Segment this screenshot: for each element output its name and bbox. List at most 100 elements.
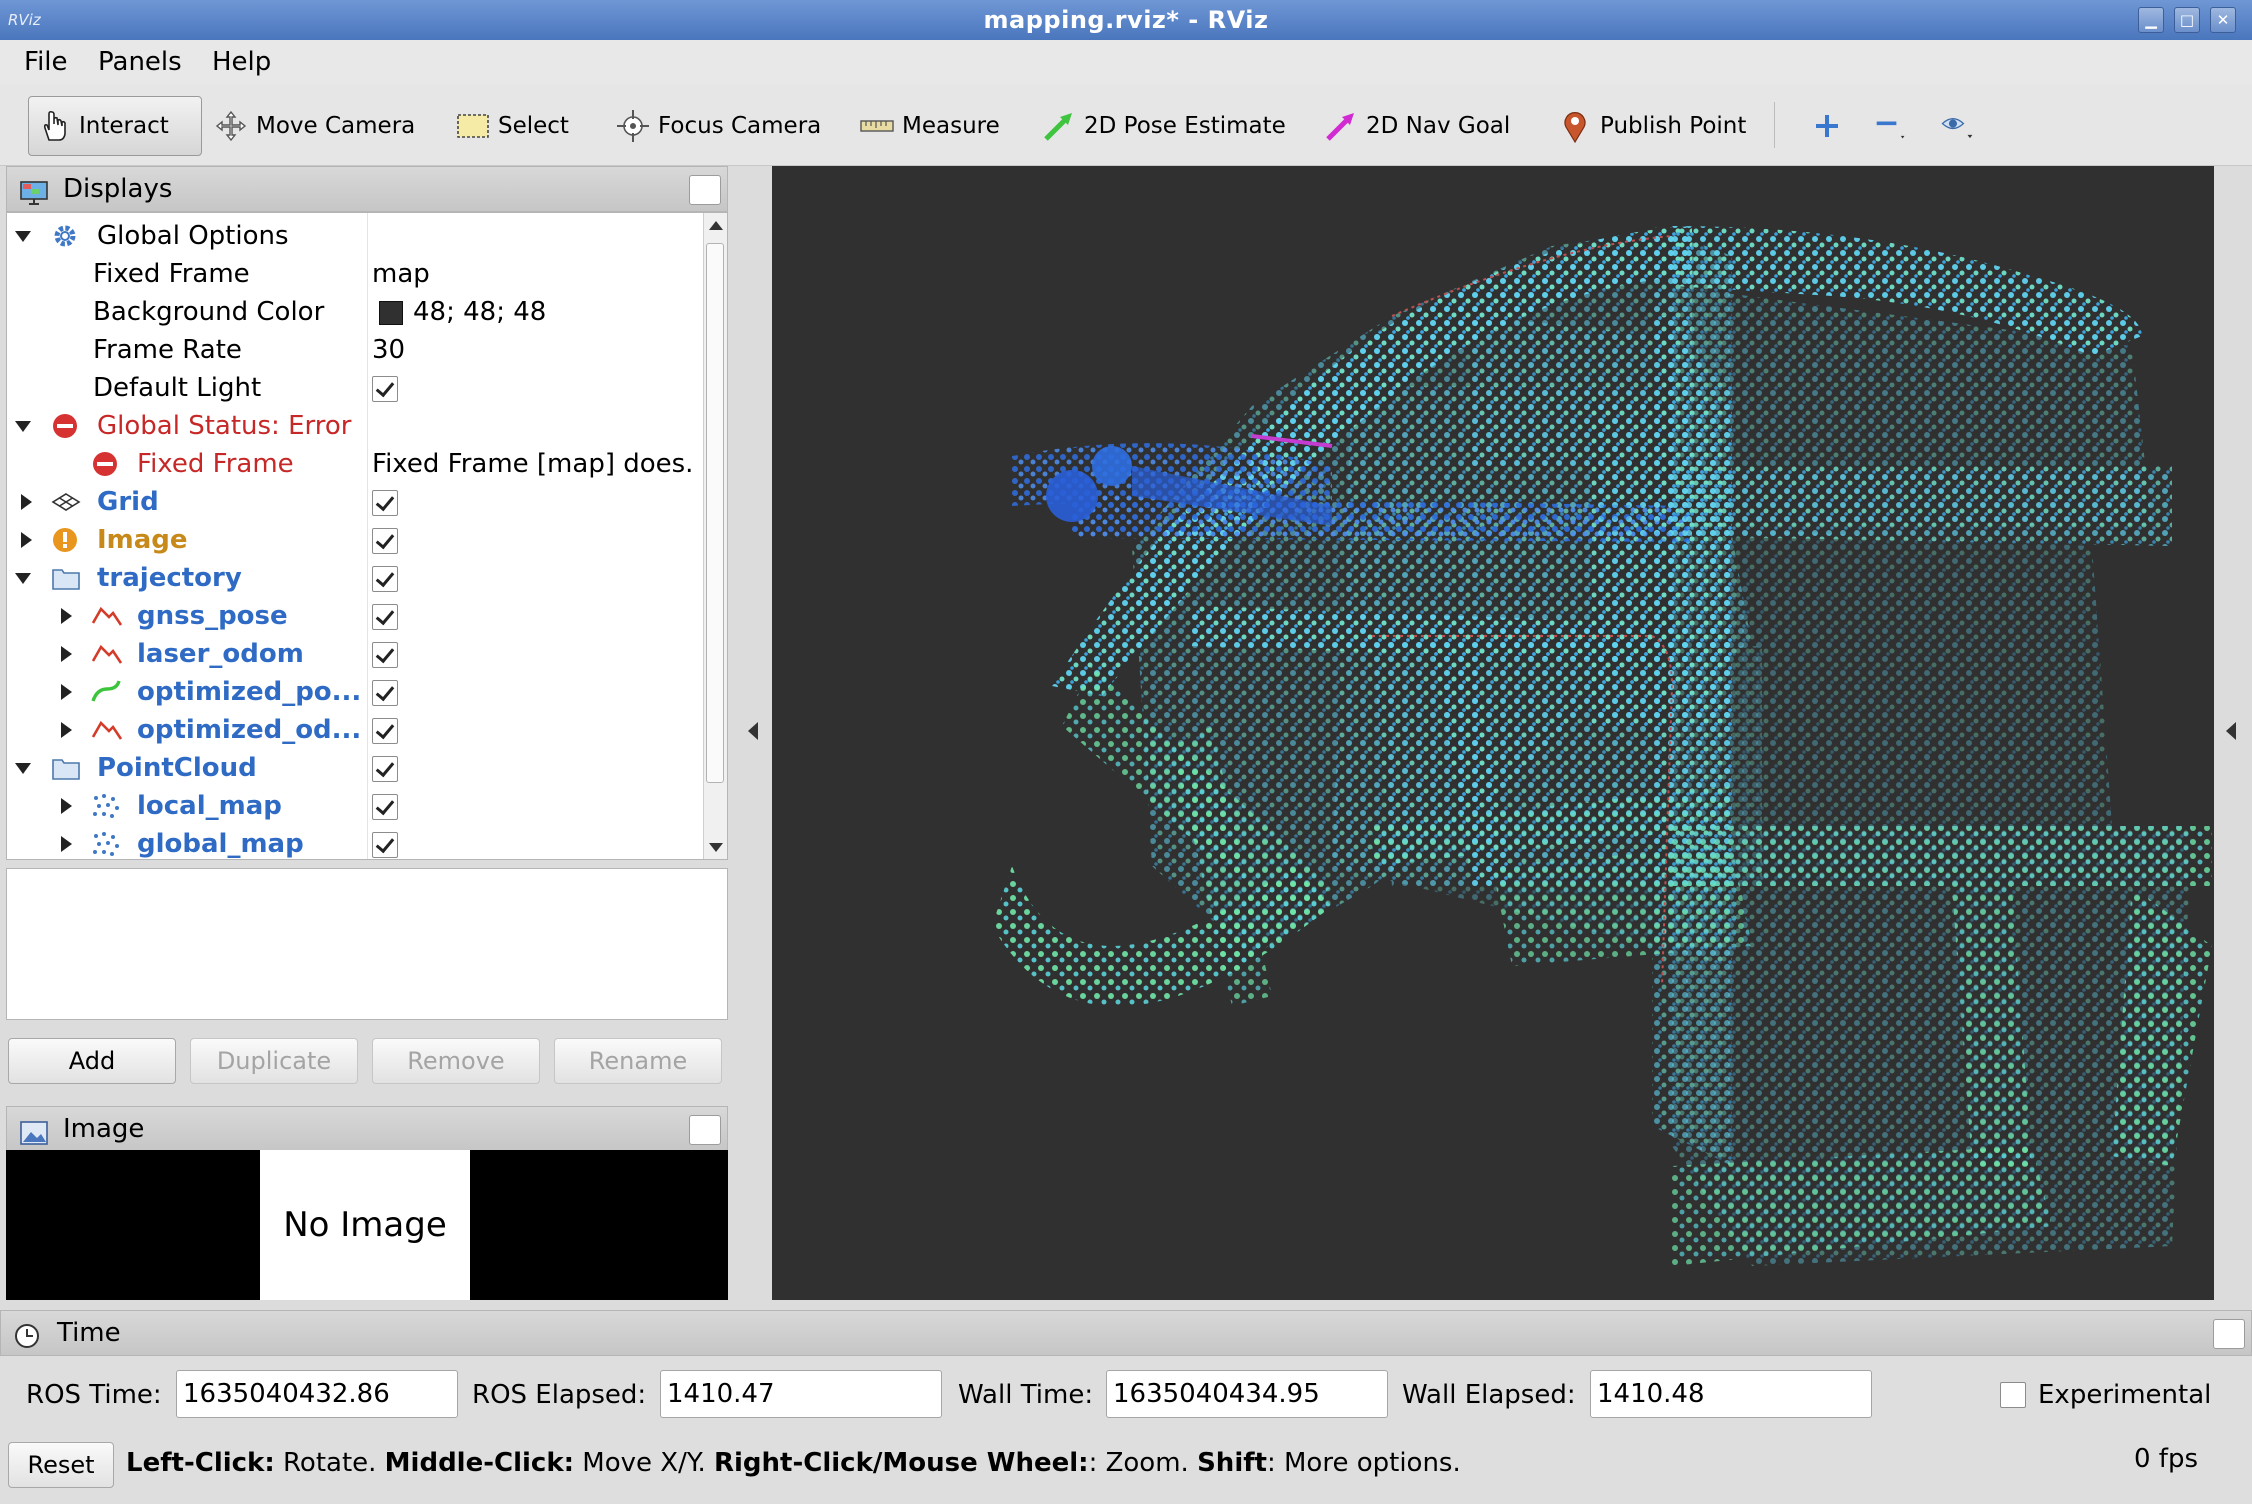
collapse-arrow-icon[interactable]: [61, 646, 72, 662]
tree-row-global-map[interactable]: global_map: [7, 825, 702, 859]
collapse-arrow-icon[interactable]: [61, 798, 72, 814]
grid-checkbox[interactable]: [372, 490, 398, 516]
tool-label: 2D Nav Goal: [1366, 113, 1511, 139]
tree-row-fixed-frame-error[interactable]: Fixed Frame Fixed Frame [map] does.: [7, 445, 702, 483]
maximize-button[interactable]: □: [2174, 7, 2200, 33]
tool-measure[interactable]: Measure: [852, 96, 1008, 156]
collapse-arrow-icon[interactable]: [61, 836, 72, 852]
color-swatch[interactable]: [379, 301, 403, 325]
tree-row-frame-rate[interactable]: Frame Rate 30: [7, 331, 702, 369]
tree-row-pointcloud[interactable]: PointCloud: [7, 749, 702, 787]
expand-arrow-icon[interactable]: [15, 231, 31, 242]
tool-move-camera[interactable]: Move Camera: [206, 96, 423, 156]
collapse-left-panel-icon[interactable]: [748, 722, 758, 740]
scrollbar-thumb[interactable]: [706, 243, 724, 783]
path-icon: [91, 602, 123, 630]
tree-row-gnss-pose[interactable]: gnss_pose: [7, 597, 702, 635]
collapse-right-panel-icon[interactable]: [2226, 722, 2236, 740]
tree-row-optimized-odom[interactable]: optimized_od...: [7, 711, 702, 749]
gnss-pose-checkbox[interactable]: [372, 604, 398, 630]
expand-arrow-icon[interactable]: [15, 763, 31, 774]
tree-row-local-map[interactable]: local_map: [7, 787, 702, 825]
remove-button[interactable]: Remove: [372, 1038, 540, 1084]
collapse-arrow-icon[interactable]: [61, 608, 72, 624]
expand-arrow-icon[interactable]: [15, 421, 31, 432]
default-light-checkbox[interactable]: [372, 376, 398, 402]
status-desc: Move X/Y.: [574, 1448, 714, 1478]
tool-interact[interactable]: Interact: [28, 96, 202, 156]
status-desc: : Zoom.: [1088, 1448, 1198, 1478]
status-key: Right-Click/Mouse Wheel:: [714, 1448, 1089, 1478]
collapse-arrow-icon[interactable]: [21, 532, 32, 548]
tool-label: Select: [498, 113, 569, 139]
fixed-frame-value[interactable]: map: [372, 259, 430, 289]
remove-tool-button[interactable]: [1866, 96, 1916, 156]
laser-odom-checkbox[interactable]: [372, 642, 398, 668]
image-checkbox[interactable]: [372, 528, 398, 554]
global-map-checkbox[interactable]: [372, 832, 398, 858]
rename-button[interactable]: Rename: [554, 1038, 722, 1084]
expand-arrow-icon[interactable]: [15, 573, 31, 584]
wall-elapsed-field[interactable]: 1410.48: [1590, 1370, 1872, 1418]
reset-button[interactable]: Reset: [8, 1442, 114, 1488]
ros-elapsed-label: ROS Elapsed:: [472, 1380, 647, 1410]
tool-2d-nav-goal[interactable]: 2D Nav Goal: [1316, 96, 1518, 156]
image-undock-button[interactable]: [689, 1115, 721, 1145]
view-options-button[interactable]: [1932, 96, 1982, 156]
scroll-up-icon[interactable]: [709, 221, 723, 230]
tree-row-global-options[interactable]: Global Options: [7, 217, 702, 255]
tree-row-global-status[interactable]: Global Status: Error: [7, 407, 702, 445]
tree-row-name: Frame Rate: [93, 335, 242, 365]
menu-help[interactable]: Help: [212, 47, 272, 77]
time-undock-button[interactable]: [2213, 1319, 2245, 1349]
tree-row-trajectory[interactable]: trajectory: [7, 559, 702, 597]
close-button[interactable]: ✕: [2210, 7, 2236, 33]
displays-scrollbar[interactable]: [703, 213, 727, 859]
background-color-value[interactable]: 48; 48; 48: [413, 297, 547, 327]
3d-render-view[interactable]: [772, 166, 2214, 1300]
tree-row-image[interactable]: Image: [7, 521, 702, 559]
green-arrow-icon: [1042, 109, 1076, 143]
time-panel: ROS Time: 1635040432.86 ROS Elapsed: 141…: [0, 1356, 2252, 1504]
displays-undock-button[interactable]: [689, 175, 721, 205]
trajectory-checkbox[interactable]: [372, 566, 398, 592]
menu-file[interactable]: File: [24, 47, 68, 77]
duplicate-button[interactable]: Duplicate: [190, 1038, 358, 1084]
wall-time-field[interactable]: 1635040434.95: [1106, 1370, 1388, 1418]
scroll-down-icon[interactable]: [709, 843, 723, 852]
menu-panels[interactable]: Panels: [98, 47, 182, 77]
collapse-arrow-icon[interactable]: [61, 684, 72, 700]
property-description-box: [6, 868, 728, 1020]
wall-time-label: Wall Time:: [958, 1380, 1094, 1410]
collapse-arrow-icon[interactable]: [61, 722, 72, 738]
tree-row-background-color[interactable]: Background Color 48; 48; 48: [7, 293, 702, 331]
tool-select[interactable]: Select: [448, 96, 577, 156]
title-bar: RViz mapping.rviz* - RViz ▁ □ ✕: [0, 0, 2252, 40]
tree-row-laser-odom[interactable]: laser_odom: [7, 635, 702, 673]
tree-row-name: laser_odom: [137, 639, 304, 669]
toolbar: Interact Move Camera Select Focus Camera…: [0, 84, 2252, 166]
tree-row-optimized-pose[interactable]: optimized_po...: [7, 673, 702, 711]
collapse-arrow-icon[interactable]: [21, 494, 32, 510]
optimized-pose-checkbox[interactable]: [372, 680, 398, 706]
tree-row-name: optimized_od...: [137, 715, 362, 745]
tree-row-default-light[interactable]: Default Light: [7, 369, 702, 407]
add-button[interactable]: Add: [8, 1038, 176, 1084]
tool-focus-camera[interactable]: Focus Camera: [608, 96, 829, 156]
pointcloud-icon: [91, 830, 121, 858]
ros-elapsed-field[interactable]: 1410.47: [660, 1370, 942, 1418]
local-map-checkbox[interactable]: [372, 794, 398, 820]
tool-2d-pose-estimate[interactable]: 2D Pose Estimate: [1034, 96, 1294, 156]
add-tool-button[interactable]: [1802, 96, 1852, 156]
frame-rate-value[interactable]: 30: [372, 335, 406, 365]
ruler-icon: [860, 109, 894, 143]
minimize-button[interactable]: ▁: [2138, 7, 2164, 33]
move-camera-icon: [214, 109, 248, 143]
tool-publish-point[interactable]: Publish Point: [1550, 96, 1754, 156]
pointcloud-checkbox[interactable]: [372, 756, 398, 782]
tree-row-grid[interactable]: Grid: [7, 483, 702, 521]
ros-time-field[interactable]: 1635040432.86: [176, 1370, 458, 1418]
experimental-checkbox[interactable]: [2000, 1382, 2026, 1408]
optimized-odom-checkbox[interactable]: [372, 718, 398, 744]
tree-row-fixed-frame[interactable]: Fixed Frame map: [7, 255, 702, 293]
